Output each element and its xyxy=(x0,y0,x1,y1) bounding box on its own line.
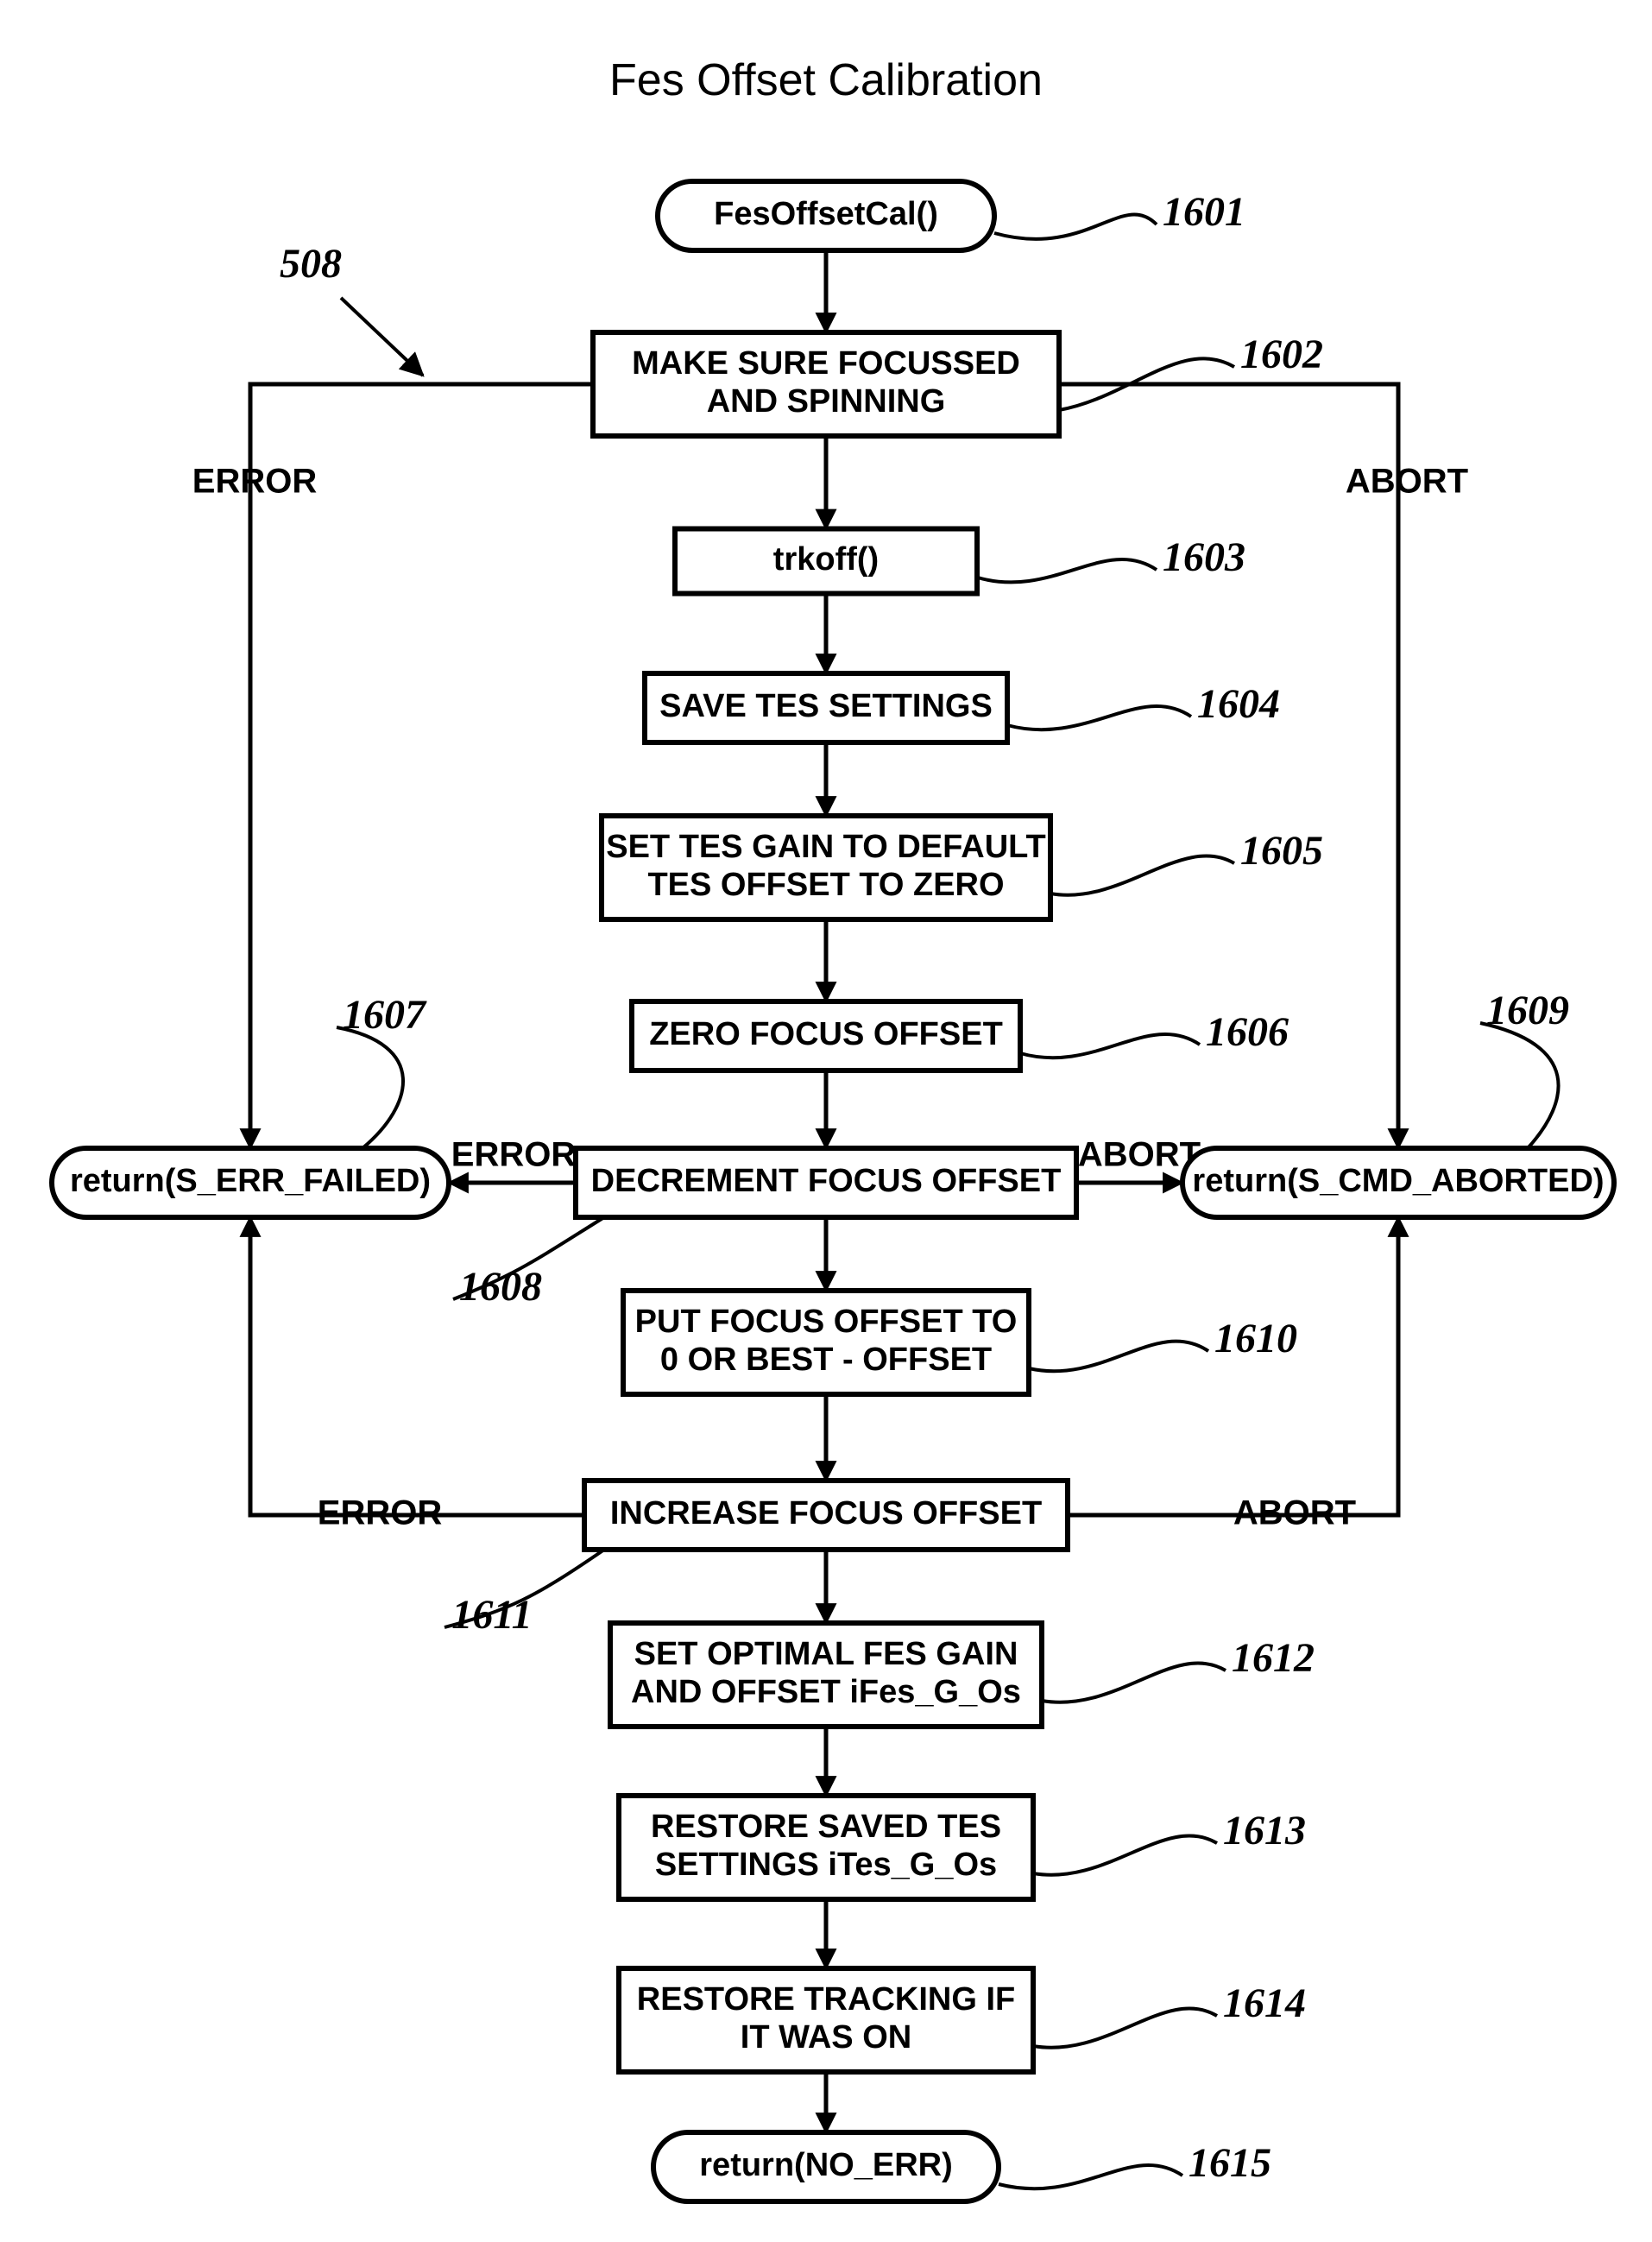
node-text: RESTORE TRACKING IF xyxy=(637,1981,1015,2018)
ref-label: 508 xyxy=(280,241,342,287)
flow-node: RESTORE SAVED TESSETTINGS iTes_G_Os xyxy=(619,1796,1033,1899)
ref-label: 1609 xyxy=(1486,988,1569,1033)
ref-label: 1601 xyxy=(1163,189,1245,235)
ref-leader xyxy=(337,1027,403,1148)
ref-label: 1606 xyxy=(1206,1009,1289,1055)
ref-leader xyxy=(999,2165,1182,2188)
node-text: DECREMENT FOCUS OFFSET xyxy=(591,1163,1062,1199)
node-text: trkoff() xyxy=(773,541,879,578)
node-text: INCREASE FOCUS OFFSET xyxy=(610,1495,1042,1532)
node-text: 0 OR BEST - OFFSET xyxy=(660,1342,992,1378)
ref-label: 1610 xyxy=(1214,1316,1297,1361)
node-text: PUT FOCUS OFFSET TO xyxy=(635,1304,1018,1340)
edge-label: ABORT xyxy=(1346,463,1468,501)
edge-label: ABORT xyxy=(1078,1136,1201,1174)
ref-label: 1605 xyxy=(1240,828,1323,874)
node-text: IT WAS ON xyxy=(741,2019,911,2056)
edge-label: ERROR xyxy=(192,463,318,501)
flow-node: INCREASE FOCUS OFFSET xyxy=(584,1481,1068,1550)
ref-leader xyxy=(1042,1663,1226,1702)
ref-leader xyxy=(1007,706,1191,729)
flow-node: SAVE TES SETTINGS xyxy=(645,673,1007,742)
node-text: return(S_ERR_FAILED) xyxy=(70,1163,431,1199)
node-text: SETTINGS iTes_G_Os xyxy=(655,1847,997,1883)
ref-arrow xyxy=(341,298,423,376)
ref-label: 1602 xyxy=(1240,332,1323,377)
branch-arrow xyxy=(1068,1217,1398,1515)
node-text: AND OFFSET iFes_G_Os xyxy=(631,1674,1021,1710)
flow-node: MAKE SURE FOCUSSEDAND SPINNING xyxy=(593,332,1059,436)
node-text: return(S_CMD_ABORTED) xyxy=(1192,1163,1604,1199)
node-text: SET TES GAIN TO DEFAULT xyxy=(606,829,1046,865)
node-text: RESTORE SAVED TES xyxy=(651,1809,1001,1845)
ref-label: 1615 xyxy=(1189,2140,1271,2186)
ref-leader xyxy=(1050,856,1234,894)
flow-node: return(NO_ERR) xyxy=(653,2132,999,2201)
flow-node: FesOffsetCal() xyxy=(658,181,994,250)
flow-node: SET OPTIMAL FES GAINAND OFFSET iFes_G_Os xyxy=(610,1623,1042,1727)
ref-leader xyxy=(1033,1835,1217,1874)
ref-leader xyxy=(1020,1034,1200,1058)
ref-leader xyxy=(994,215,1157,239)
flow-node: trkoff() xyxy=(675,529,977,594)
edge-label: ERROR xyxy=(318,1494,443,1532)
node-text: ZERO FOCUS OFFSET xyxy=(649,1016,1003,1052)
ref-label: 1608 xyxy=(459,1264,542,1310)
ref-label: 1611 xyxy=(451,1592,532,1638)
ref-label: 1613 xyxy=(1223,1808,1306,1854)
node-text: MAKE SURE FOCUSSED xyxy=(632,345,1020,382)
node-text: SAVE TES SETTINGS xyxy=(659,688,993,724)
diagram-title: Fes Offset Calibration xyxy=(609,55,1043,105)
ref-label: 1603 xyxy=(1163,534,1245,580)
ref-leader xyxy=(1480,1023,1559,1148)
node-text: FesOffsetCal() xyxy=(714,196,938,232)
node-text: AND SPINNING xyxy=(707,383,946,420)
ref-label: 1604 xyxy=(1197,681,1280,727)
ref-leader xyxy=(1033,2008,1217,2047)
ref-label: 1612 xyxy=(1232,1635,1315,1681)
flow-node: DECREMENT FOCUS OFFSET xyxy=(576,1148,1076,1217)
ref-leader xyxy=(977,559,1157,582)
node-text: TES OFFSET TO ZERO xyxy=(647,867,1004,903)
flow-node: SET TES GAIN TO DEFAULTTES OFFSET TO ZER… xyxy=(602,816,1050,919)
ref-label: 1607 xyxy=(343,992,427,1038)
node-text: SET OPTIMAL FES GAIN xyxy=(634,1636,1018,1672)
flow-node: RESTORE TRACKING IFIT WAS ON xyxy=(619,1968,1033,2072)
edge-label: ABORT xyxy=(1233,1494,1356,1532)
edge-label: ERROR xyxy=(451,1136,577,1174)
flow-node: ZERO FOCUS OFFSET xyxy=(632,1001,1020,1070)
node-text: return(NO_ERR) xyxy=(699,2147,952,2183)
flow-node: PUT FOCUS OFFSET TO0 OR BEST - OFFSET xyxy=(623,1291,1029,1394)
ref-label: 1614 xyxy=(1223,1980,1306,2026)
ref-leader xyxy=(1029,1342,1208,1372)
flow-node: return(S_ERR_FAILED) xyxy=(52,1148,449,1217)
flow-node: return(S_CMD_ABORTED) xyxy=(1182,1148,1614,1217)
